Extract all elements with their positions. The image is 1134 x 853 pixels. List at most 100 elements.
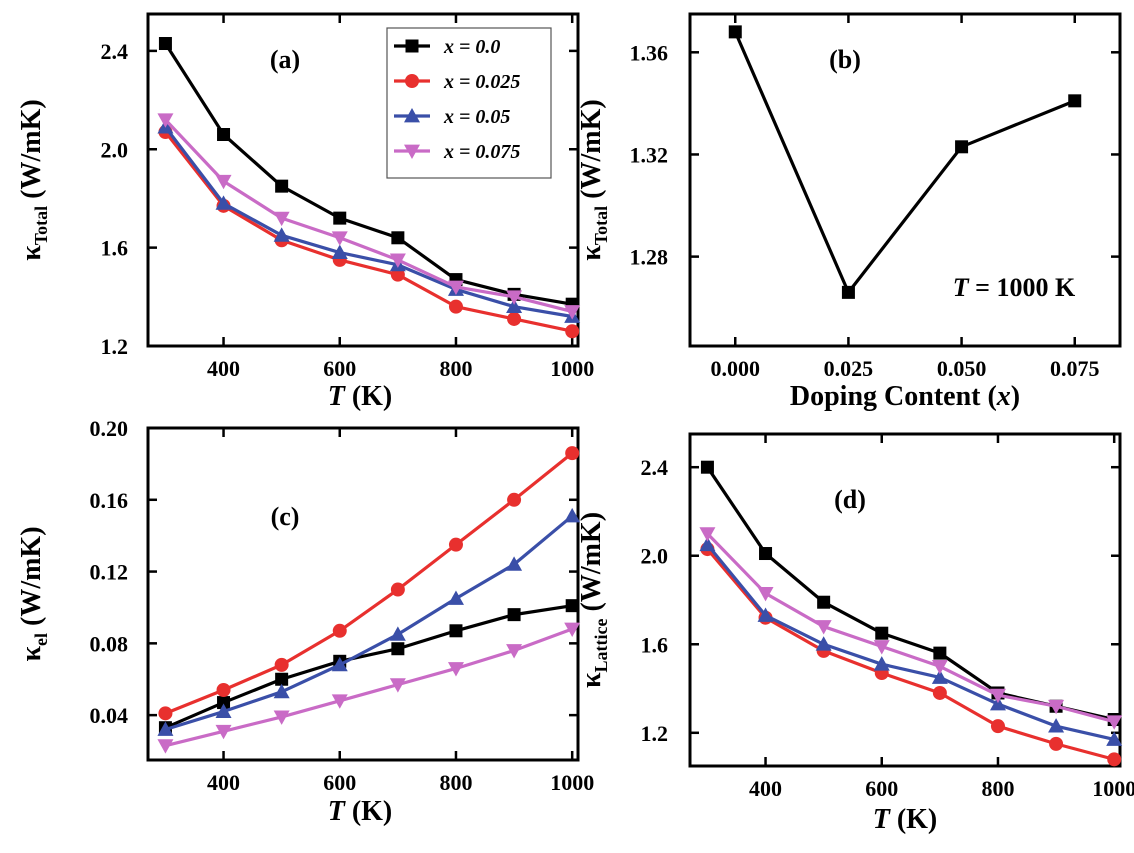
series-2	[157, 507, 581, 736]
x-tick-label: 0.050	[937, 356, 987, 381]
data-point	[700, 460, 714, 474]
data-point	[448, 537, 463, 552]
series-line	[164, 118, 573, 314]
legend-marker	[404, 108, 420, 123]
x-tick-label: 800	[439, 356, 472, 381]
y-axis-symbol: κ	[16, 245, 47, 261]
data-point	[216, 683, 231, 698]
panel-label: (c)	[271, 502, 300, 531]
annotation-variable: T	[953, 273, 970, 302]
data-point	[332, 623, 347, 638]
data-point	[389, 626, 406, 641]
data-point	[506, 290, 523, 305]
x-axis-label: T (K)	[328, 381, 393, 412]
series-1	[700, 542, 1122, 767]
x-axis-variable: T	[328, 381, 347, 412]
data-point	[875, 626, 889, 640]
y-axis-unit: (W/mK)	[576, 512, 607, 619]
series-line	[164, 126, 573, 319]
x-axis-unit: (K)	[345, 796, 392, 827]
panel-label: (b)	[829, 45, 861, 74]
y-tick-label: 2.4	[101, 39, 129, 64]
x-tick-label: 1000	[550, 770, 594, 795]
data-point	[273, 710, 290, 725]
y-axis-label: κLattice (W/mK)	[576, 512, 611, 688]
data-point	[331, 656, 348, 672]
data-point	[389, 678, 406, 693]
x-axis-unit: (K)	[890, 804, 937, 835]
data-point	[699, 536, 716, 552]
data-point	[1106, 715, 1123, 730]
y-axis-subscript: el	[31, 633, 51, 646]
data-point	[506, 644, 523, 659]
x-axis-label: T (K)	[873, 804, 938, 835]
temperature-annotation: T = 1000 K	[953, 273, 1076, 302]
data-point	[757, 607, 774, 622]
y-tick-label: 1.36	[630, 40, 669, 65]
y-axis-symbol: κ	[576, 245, 607, 261]
legend-marker	[404, 144, 420, 159]
data-point	[158, 37, 172, 51]
x-axis-end: )	[1011, 381, 1020, 412]
data-point	[1106, 731, 1123, 746]
y-tick-label: 0.12	[90, 560, 129, 585]
data-point	[391, 642, 405, 656]
y-axis-symbol: κ	[576, 672, 607, 688]
x-axis-variable: T	[328, 796, 347, 827]
series-line	[164, 131, 573, 333]
series-line	[164, 451, 574, 715]
data-point	[215, 703, 232, 718]
data-point	[759, 547, 773, 561]
data-point	[447, 280, 464, 295]
data-point	[815, 636, 832, 651]
data-point	[757, 586, 774, 602]
data-point	[955, 140, 969, 154]
data-point	[932, 685, 947, 700]
y-tick-label: 1.2	[641, 721, 669, 746]
y-tick-label: 2.4	[641, 455, 669, 480]
legend-label: x = 0.05	[443, 106, 510, 128]
data-point	[273, 227, 290, 242]
data-point	[873, 640, 890, 655]
x-tick-label: 400	[207, 356, 240, 381]
data-point	[989, 688, 1006, 704]
y-tick-label: 0.04	[90, 703, 129, 728]
data-point	[931, 669, 948, 684]
x-tick-label: 400	[207, 770, 240, 795]
series-line	[164, 514, 574, 732]
x-axis-variable: T	[873, 804, 892, 835]
y-tick-label: 0.20	[90, 416, 129, 441]
data-point	[273, 211, 290, 227]
plot-frame	[688, 12, 1122, 348]
x-axis-unit: (K)	[345, 381, 392, 412]
data-point	[1107, 752, 1122, 767]
panel-label: (a)	[270, 45, 300, 74]
x-tick-label: 800	[981, 776, 1014, 801]
data-point	[565, 446, 580, 461]
legend-label: x = 0.0	[443, 36, 500, 58]
data-point	[391, 231, 405, 245]
data-point	[390, 582, 405, 597]
data-point	[157, 721, 174, 736]
data-point	[1049, 736, 1064, 751]
x-tick-label: 1000	[550, 356, 594, 381]
y-axis-label: κTotal (W/mK)	[16, 99, 51, 260]
series-0	[728, 25, 1082, 299]
data-point	[699, 527, 716, 542]
series-3	[157, 113, 581, 320]
data-point	[507, 311, 522, 326]
data-point	[931, 660, 948, 675]
x-tick-label: 800	[439, 770, 472, 795]
series-line	[706, 543, 1115, 741]
x-tick-label: 0.000	[711, 356, 761, 381]
series-line	[733, 31, 1076, 294]
series-line	[165, 627, 573, 748]
data-point	[275, 672, 289, 686]
panel-label: (d)	[834, 485, 866, 514]
plot-frame	[146, 12, 580, 348]
y-tick-label: 1.2	[101, 334, 129, 359]
y-tick-label: 1.32	[630, 142, 669, 167]
data-point	[1048, 718, 1065, 733]
data-point	[447, 662, 464, 677]
series-3	[157, 622, 581, 754]
